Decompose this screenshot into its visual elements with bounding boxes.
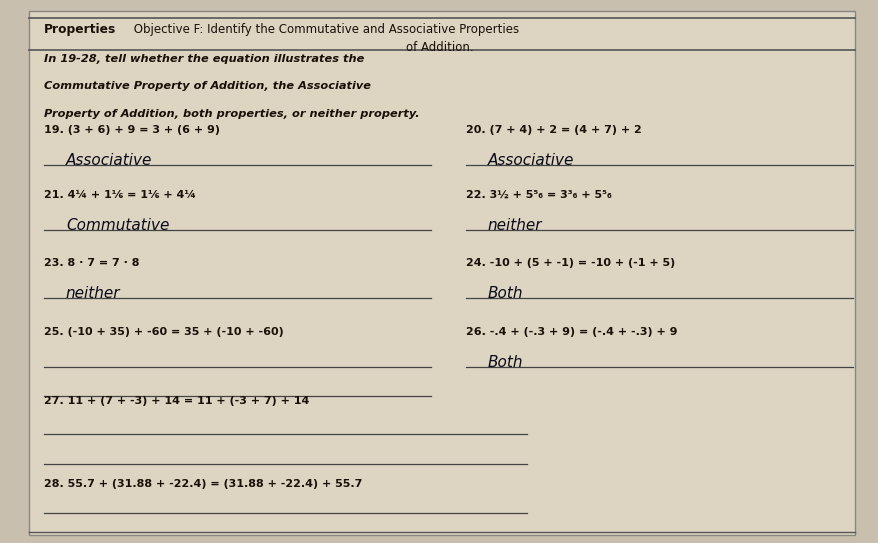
Text: 22. 3½ + 5⁵₆ = 3³₆ + 5⁵₆: 22. 3½ + 5⁵₆ = 3³₆ + 5⁵₆ xyxy=(465,190,611,200)
Text: of Addition.: of Addition. xyxy=(406,41,472,54)
Text: Commutative: Commutative xyxy=(66,218,169,233)
Text: Both: Both xyxy=(487,286,522,301)
Text: Both: Both xyxy=(487,355,522,370)
Text: 27. 11 + (7 + -3) + 14 = 11 + (-3 + 7) + 14: 27. 11 + (7 + -3) + 14 = 11 + (-3 + 7) +… xyxy=(44,396,309,406)
Text: neither: neither xyxy=(487,218,542,233)
Text: 19. (3 + 6) + 9 = 3 + (6 + 9): 19. (3 + 6) + 9 = 3 + (6 + 9) xyxy=(44,125,220,135)
Text: Objective F: Identify the Commutative and Associative Properties: Objective F: Identify the Commutative an… xyxy=(130,23,519,36)
Text: neither: neither xyxy=(66,286,120,301)
Text: Properties: Properties xyxy=(44,23,116,36)
Text: 24. -10 + (5 + -1) = -10 + (-1 + 5): 24. -10 + (5 + -1) = -10 + (-1 + 5) xyxy=(465,258,674,268)
Text: Associative: Associative xyxy=(66,153,152,168)
Text: Property of Addition, both properties, or neither property.: Property of Addition, both properties, o… xyxy=(44,109,419,118)
Text: 21. 4¼ + 1⅙ = 1⅙ + 4¼: 21. 4¼ + 1⅙ = 1⅙ + 4¼ xyxy=(44,190,196,200)
Text: 23. 8 · 7 = 7 · 8: 23. 8 · 7 = 7 · 8 xyxy=(44,258,140,268)
Text: 20. (7 + 4) + 2 = (4 + 7) + 2: 20. (7 + 4) + 2 = (4 + 7) + 2 xyxy=(465,125,641,135)
Text: Associative: Associative xyxy=(487,153,573,168)
Text: Commutative Property of Addition, the Associative: Commutative Property of Addition, the As… xyxy=(44,81,371,91)
Text: 25. (-10 + 35) + -60 = 35 + (-10 + -60): 25. (-10 + 35) + -60 = 35 + (-10 + -60) xyxy=(44,327,284,337)
FancyBboxPatch shape xyxy=(29,11,854,535)
Text: 28. 55.7 + (31.88 + -22.4) = (31.88 + -22.4) + 55.7: 28. 55.7 + (31.88 + -22.4) = (31.88 + -2… xyxy=(44,479,362,489)
Text: 26. -.4 + (-.3 + 9) = (-.4 + -.3) + 9: 26. -.4 + (-.3 + 9) = (-.4 + -.3) + 9 xyxy=(465,327,677,337)
Text: In 19-28, tell whether the equation illustrates the: In 19-28, tell whether the equation illu… xyxy=(44,54,363,64)
